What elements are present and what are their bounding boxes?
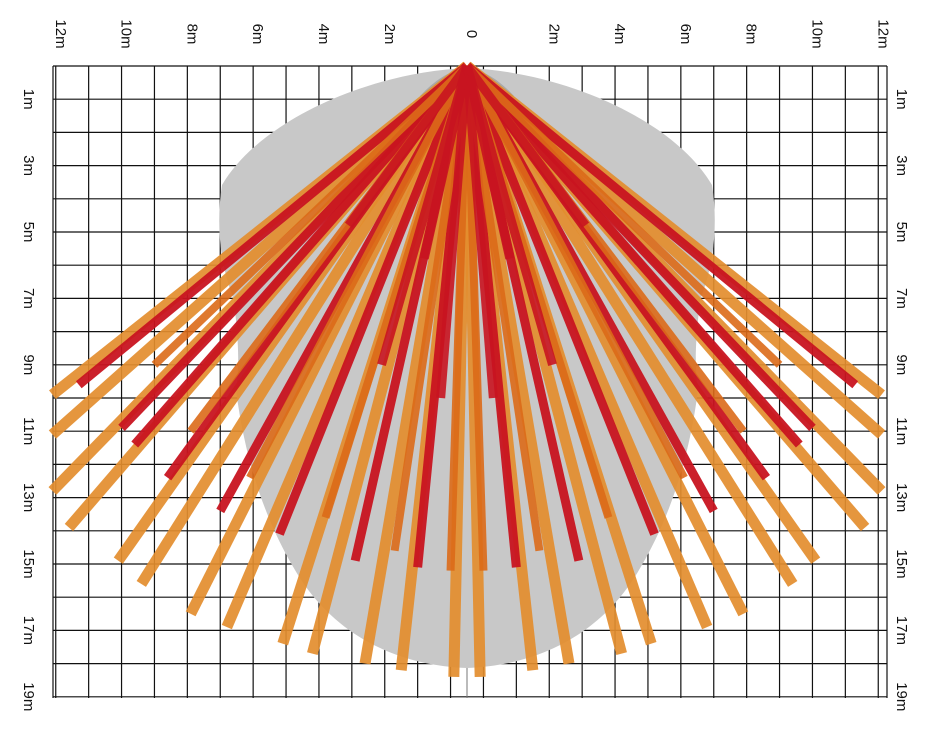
x-axis-label: 4m [611, 24, 628, 45]
y-axis-label-right: 17m [893, 616, 910, 645]
y-axis-label-left: 11m [20, 417, 37, 445]
x-axis-label: 6m [249, 24, 266, 45]
y-axis-label-right: 11m [893, 417, 910, 445]
x-axis-label: 8m [183, 24, 200, 45]
x-axis-label: 12m [52, 19, 69, 48]
near-range-beams [344, 63, 590, 399]
x-axis-label: 6m [677, 24, 694, 45]
x-axis-label: 8m [743, 24, 760, 45]
y-axis-labels-left: 1m 3m 5m 7m 9m 11m 13m 15m 17m 19m [20, 89, 37, 712]
near-beam [462, 64, 557, 367]
x-axis-label: 2m [381, 24, 398, 45]
mid-beam [464, 63, 783, 368]
short-beam [131, 63, 471, 448]
x-axis-labels: 12m 10m 8m 6m 4m 2m 0 2m 4m 6m 8m 10m 12m [52, 19, 892, 48]
mid-beam [151, 63, 470, 368]
y-axis-label-right: 3m [893, 155, 910, 176]
near-beam [463, 63, 590, 229]
y-axis-label-left: 3m [20, 155, 37, 176]
mid-beam [390, 65, 471, 552]
x-axis-label: 12m [874, 19, 891, 48]
y-axis-label-left: 7m [20, 288, 37, 309]
y-axis-label-left: 13m [20, 483, 37, 512]
short-beam [75, 62, 470, 389]
y-axis-label-left: 17m [20, 616, 37, 645]
x-axis-label: 4m [315, 24, 332, 45]
mid-beam [246, 64, 471, 480]
x-axis-label: 0 [463, 30, 480, 38]
short-beam [275, 64, 472, 536]
y-axis-label-left: 5m [20, 222, 37, 243]
y-axis-label-left: 9m [20, 354, 37, 375]
y-axis-labels-right: 1m 3m 5m 7m 9m 11m 13m 15m 17m 19m [893, 89, 910, 712]
mid-beam [463, 64, 688, 480]
y-axis-label-left: 15m [20, 549, 37, 578]
near-beam [344, 63, 471, 229]
x-axis-label: 2m [545, 24, 562, 45]
near-beam [436, 65, 472, 399]
y-axis-label-right: 7m [893, 288, 910, 309]
y-axis-label-right: 13m [893, 483, 910, 512]
near-beam [462, 65, 498, 399]
y-axis-label-right: 1m [893, 89, 910, 110]
y-axis-label-right: 9m [893, 354, 910, 375]
near-beam [377, 64, 472, 367]
y-axis-label-left: 19m [20, 682, 37, 711]
y-axis-label-right: 19m [893, 682, 910, 711]
mid-beam [463, 65, 544, 552]
y-axis-label-left: 1m [20, 89, 37, 110]
short-beam [464, 62, 859, 389]
short-beam [462, 64, 659, 536]
x-axis-label: 10m [118, 19, 135, 48]
x-axis-label: 10m [808, 19, 825, 48]
long-beam [136, 63, 472, 587]
y-axis-label-right: 15m [893, 549, 910, 578]
y-axis-label-right: 5m [893, 222, 910, 243]
